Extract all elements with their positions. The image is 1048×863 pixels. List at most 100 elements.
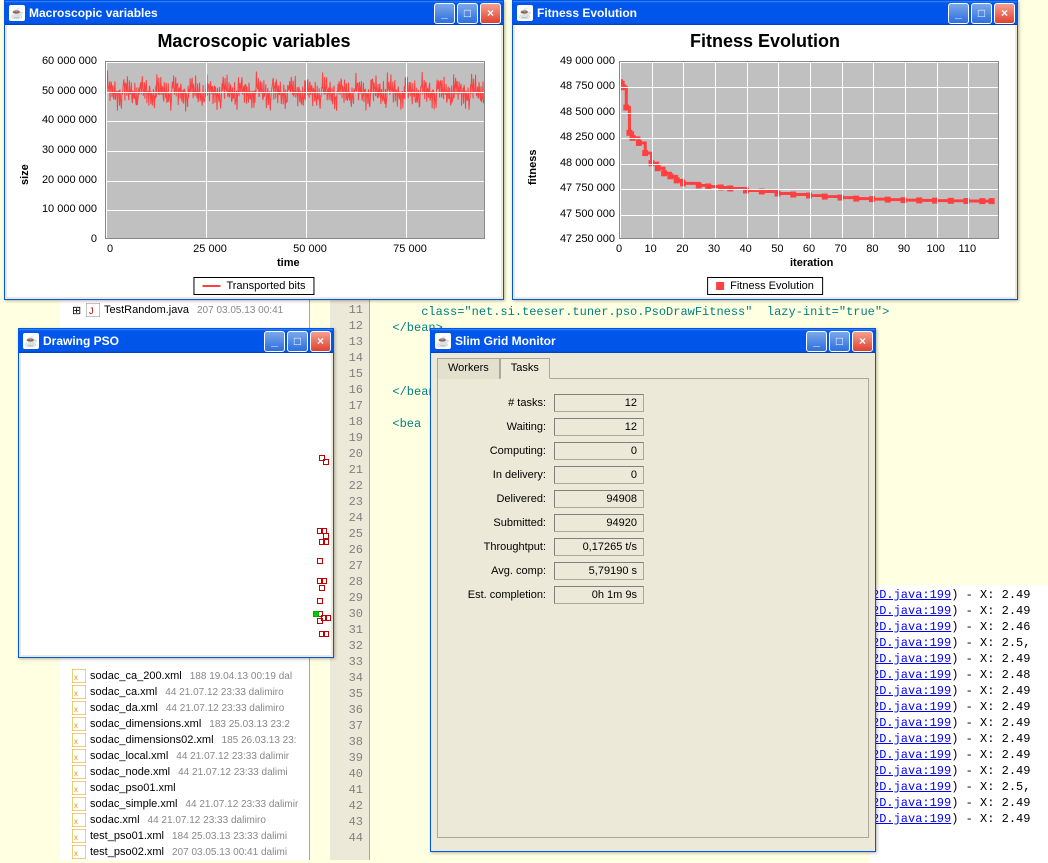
java-icon: ☕	[435, 333, 451, 349]
monitor-value: 0	[554, 442, 644, 460]
x-tick-label: 0	[607, 243, 631, 255]
close-button[interactable]: ×	[852, 331, 873, 352]
tree-item[interactable]: x sodac_dimensions02.xml 185 26.03.13 23…	[60, 732, 309, 748]
console-line: 2D.java:199) - X: 2.46	[872, 619, 1046, 635]
svg-text:x: x	[74, 689, 78, 698]
window-macroscopic: ☕ Macroscopic variables _ □ × Macroscopi…	[4, 0, 504, 300]
maximize-button[interactable]: □	[829, 331, 850, 352]
console-link[interactable]: 2D.java:199	[872, 668, 951, 682]
console-line: 2D.java:199) - X: 2.49	[872, 683, 1046, 699]
tree-item[interactable]: x sodac_simple.xml 44 21.07.12 23:33 dal…	[60, 796, 309, 812]
svg-text:J: J	[89, 306, 94, 316]
tree-item[interactable]: x sodac.xml 44 21.07.12 23:33 dalimiro	[60, 812, 309, 828]
y-tick-label: 47 250 000	[537, 233, 615, 245]
tree-item-label: sodac_node.xml	[90, 766, 170, 778]
tree-item-label: sodac_dimensions.xml	[90, 718, 201, 730]
tree-item-rev: 44 21.07.12 23:33 dalimiro	[165, 687, 283, 698]
window-title: Slim Grid Monitor	[455, 334, 804, 348]
tree-item[interactable]: x sodac_local.xml 44 21.07.12 23:33 dali…	[60, 748, 309, 764]
tree-item[interactable]: ⊞ J TestRandom.java 207 03.05.13 00:41	[60, 302, 309, 318]
tree-item-rev: 185 26.03.13 23:	[222, 735, 297, 746]
console-line: 2D.java:199) - X: 2.49	[872, 603, 1046, 619]
pso-particle	[323, 539, 329, 545]
maximize-button[interactable]: □	[287, 331, 308, 352]
console-link[interactable]: 2D.java:199	[872, 732, 951, 746]
titlebar[interactable]: ☕ Fitness Evolution _ □ ×	[513, 1, 1017, 25]
legend-swatch	[202, 285, 220, 287]
tree-item[interactable]: x test_pso02.xml 207 03.05.13 00:41 dali…	[60, 844, 309, 860]
monitor-label: Waiting:	[454, 421, 554, 433]
console-link[interactable]: 2D.java:199	[872, 588, 951, 602]
window-body: Macroscopic variables 010 000 00020 000 …	[5, 25, 503, 299]
y-tick-label: 47 500 000	[537, 208, 615, 220]
tree-item-rev: 44 21.07.12 23:33 dalimir	[185, 799, 298, 810]
close-button[interactable]: ×	[480, 3, 501, 24]
chart-title: Fitness Evolution	[515, 25, 1015, 54]
close-button[interactable]: ×	[994, 3, 1015, 24]
minimize-button[interactable]: _	[434, 3, 455, 24]
xml-file-icon: x	[72, 701, 86, 715]
maximize-button[interactable]: □	[971, 3, 992, 24]
monitor-label: Delivered:	[454, 493, 554, 505]
tree-item-label: test_pso02.xml	[90, 846, 164, 858]
minimize-button[interactable]: _	[264, 331, 285, 352]
tab-tasks[interactable]: Tasks	[500, 358, 550, 379]
close-button[interactable]: ×	[310, 331, 331, 352]
console-link[interactable]: 2D.java:199	[872, 620, 951, 634]
console-link[interactable]: 2D.java:199	[872, 780, 951, 794]
xml-file-icon: x	[72, 797, 86, 811]
tree-item-rev: 44 21.07.12 23:33 dalimiro	[148, 815, 266, 826]
svg-text:x: x	[74, 737, 78, 746]
tree-item-rev: 44 21.07.12 23:33 dalimiro	[166, 703, 284, 714]
monitor-value: 94920	[554, 514, 644, 532]
x-tick-label: 10	[639, 243, 663, 255]
tree-item-rev: 44 21.07.12 23:33 dalimi	[178, 767, 288, 778]
console-link[interactable]: 2D.java:199	[872, 796, 951, 810]
tree-item[interactable]: x sodac_pso01.xml	[60, 780, 309, 796]
console-link[interactable]: 2D.java:199	[872, 748, 951, 762]
legend-label: Transported bits	[226, 280, 305, 292]
titlebar[interactable]: ☕ Slim Grid Monitor _ □ ×	[431, 329, 875, 353]
monitor-label: # tasks:	[454, 397, 554, 409]
x-tick-label: 110	[955, 243, 979, 255]
console-link[interactable]: 2D.java:199	[872, 764, 951, 778]
monitor-row: In delivery: 0	[454, 463, 852, 487]
tree-item[interactable]: x sodac_da.xml 44 21.07.12 23:33 dalimir…	[60, 700, 309, 716]
console-link[interactable]: 2D.java:199	[872, 636, 951, 650]
tree-item-label: sodac_da.xml	[90, 702, 158, 714]
java-file-icon: J	[86, 303, 100, 317]
minimize-button[interactable]: _	[948, 3, 969, 24]
maximize-button[interactable]: □	[457, 3, 478, 24]
tree-item[interactable]: x sodac_dimensions.xml 183 25.03.13 23:2	[60, 716, 309, 732]
monitor-row: Delivered: 94908	[454, 487, 852, 511]
titlebar[interactable]: ☕ Macroscopic variables _ □ ×	[5, 1, 503, 25]
tree-item[interactable]: x sodac_ca.xml 44 21.07.12 23:33 dalimir…	[60, 684, 309, 700]
console-link[interactable]: 2D.java:199	[872, 700, 951, 714]
chart-line	[620, 62, 998, 239]
tree-item-rev: 188 19.04.13 00:19 dal	[190, 671, 292, 682]
console-output[interactable]: 2D.java:199) - X: 2.492D.java:199) - X: …	[870, 585, 1048, 863]
console-link[interactable]: 2D.java:199	[872, 716, 951, 730]
console-link[interactable]: 2D.java:199	[872, 604, 951, 618]
window-title: Drawing PSO	[43, 334, 262, 348]
tree-item-label: test_pso01.xml	[90, 830, 164, 842]
titlebar[interactable]: ☕ Drawing PSO _ □ ×	[19, 329, 333, 353]
svg-text:x: x	[74, 833, 78, 842]
monitor-value: 5,79190 s	[554, 562, 644, 580]
tree-item-label: TestRandom.java	[104, 304, 189, 316]
chart-legend: Fitness Evolution	[707, 277, 823, 295]
x-tick-label: 40	[734, 243, 758, 255]
tree-item[interactable]: x test_pso01.xml 184 25.03.13 23:33 dali…	[60, 828, 309, 844]
console-line: 2D.java:199) - X: 2.49	[872, 731, 1046, 747]
console-link[interactable]: 2D.java:199	[872, 812, 951, 826]
console-link[interactable]: 2D.java:199	[872, 684, 951, 698]
tree-item-label: sodac_ca.xml	[90, 686, 157, 698]
tree-item[interactable]: x sodac_node.xml 44 21.07.12 23:33 dalim…	[60, 764, 309, 780]
tab-workers[interactable]: Workers	[437, 358, 500, 379]
minimize-button[interactable]: _	[806, 331, 827, 352]
tree-item[interactable]: x sodac_ca_200.xml 188 19.04.13 00:19 da…	[60, 668, 309, 684]
java-icon: ☕	[517, 5, 533, 21]
console-link[interactable]: 2D.java:199	[872, 652, 951, 666]
x-axis-label: time	[277, 257, 300, 269]
window-body: Fitness Evolution 47 250 00047 500 00047…	[513, 25, 1017, 299]
